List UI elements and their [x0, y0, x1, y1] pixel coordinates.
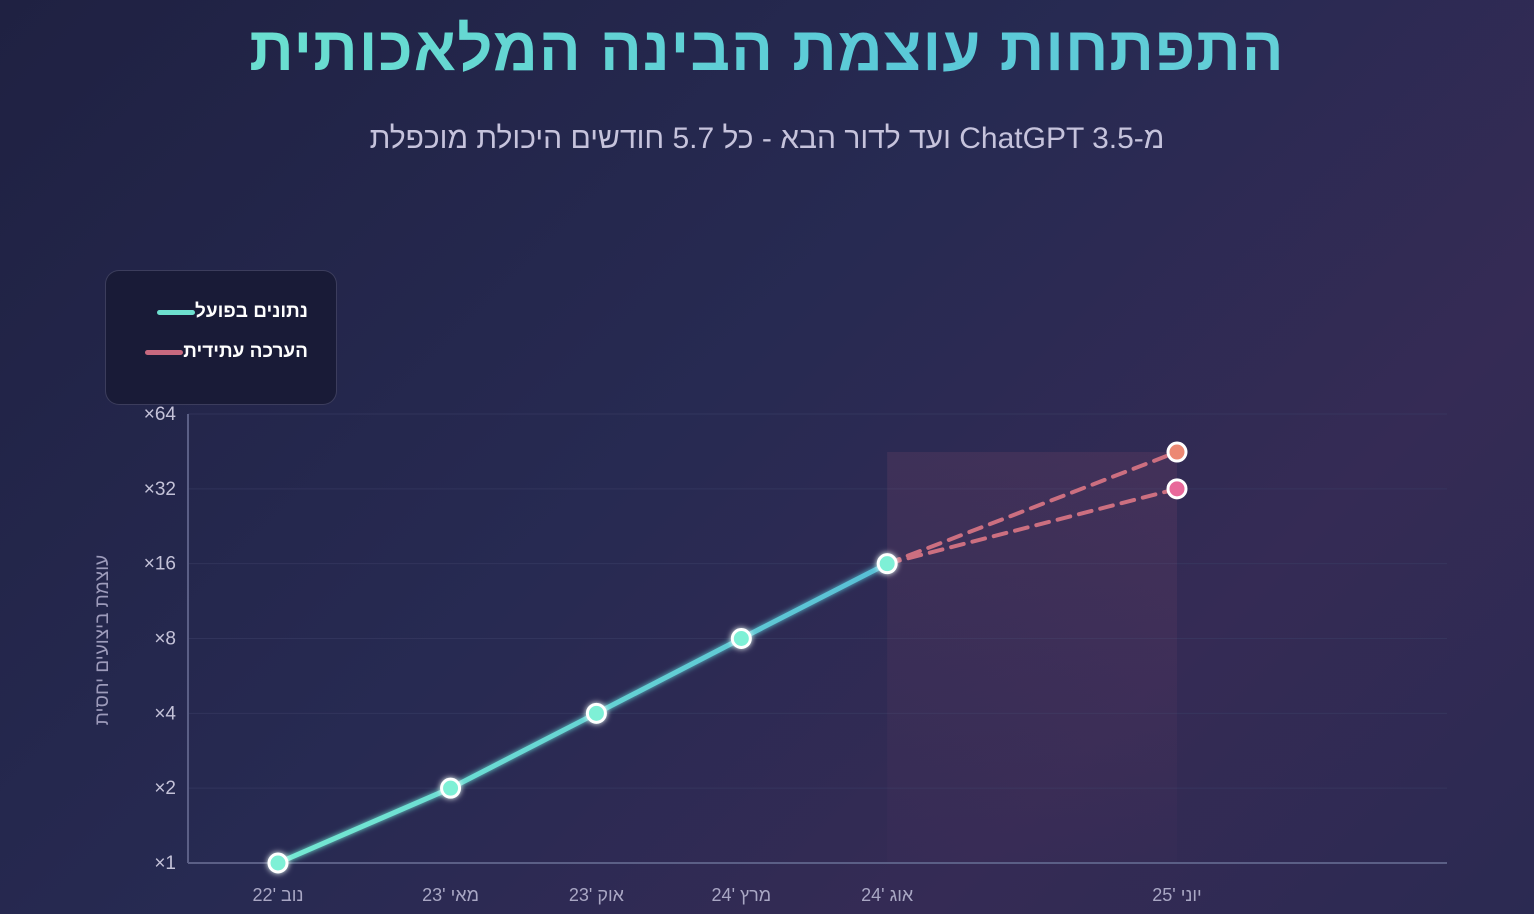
y-tick-label: ×32	[144, 479, 176, 500]
y-tick-label: ×2	[154, 778, 176, 799]
data-point-forecast	[1166, 478, 1188, 500]
x-tick-label: נוב '22	[253, 885, 304, 905]
series-line-forecast	[885, 486, 1179, 566]
x-tick-label: יוני '25	[1152, 885, 1202, 905]
x-tick-label: מרץ '24	[712, 885, 772, 905]
y-tick-label: ×8	[154, 629, 176, 650]
forecast-area	[887, 452, 1177, 863]
series-line-forecast	[885, 450, 1179, 566]
legend-item-actual: נתונים בפועל	[157, 300, 308, 324]
y-axis-label: עוצמת ביצועים יחסית	[92, 555, 113, 725]
points	[267, 441, 1188, 874]
data-point-actual	[440, 777, 462, 799]
x-tick-label: אוג '24	[861, 885, 914, 905]
page-title: התפתחות עוצמת הבינה המלאכותית	[0, 14, 1534, 85]
forecast-shading	[887, 452, 1177, 863]
page-subtitle: מ-ChatGPT 3.5 ועד לדור הבא - כל 5.7 חודש…	[369, 122, 1165, 155]
y-tick-label: ×1	[154, 853, 176, 874]
data-point-forecast	[1166, 441, 1188, 463]
legend-label-forecast: הערכה עתידית	[183, 341, 308, 362]
data-point-actual	[876, 553, 898, 575]
grid	[188, 413, 1447, 789]
x-tick-label: אוק '23	[569, 885, 625, 905]
legend-swatch-forecast	[145, 349, 184, 355]
y-tick-label: ×16	[144, 554, 176, 575]
legend-item-forecast: הערכה עתידית	[145, 340, 308, 364]
legend-label-actual: נתונים בפועל	[195, 301, 308, 322]
axes	[187, 414, 1447, 864]
legend-swatch-actual	[157, 309, 196, 315]
tick-labels: ×1 ×2 ×4 ×8 ×16 ×32 ×64 נוב '22 מאי '23 אוק '23 מר…	[92, 404, 1202, 905]
data-point-actual	[585, 702, 607, 724]
legend: נתונים בפועל הערכה עתידית	[105, 270, 337, 405]
x-tick-label: מאי '23	[422, 885, 479, 905]
data-point-actual	[730, 628, 752, 649]
data-point-actual	[267, 852, 289, 874]
y-tick-label: ×4	[154, 703, 176, 724]
y-tick-label: ×64	[144, 404, 177, 425]
